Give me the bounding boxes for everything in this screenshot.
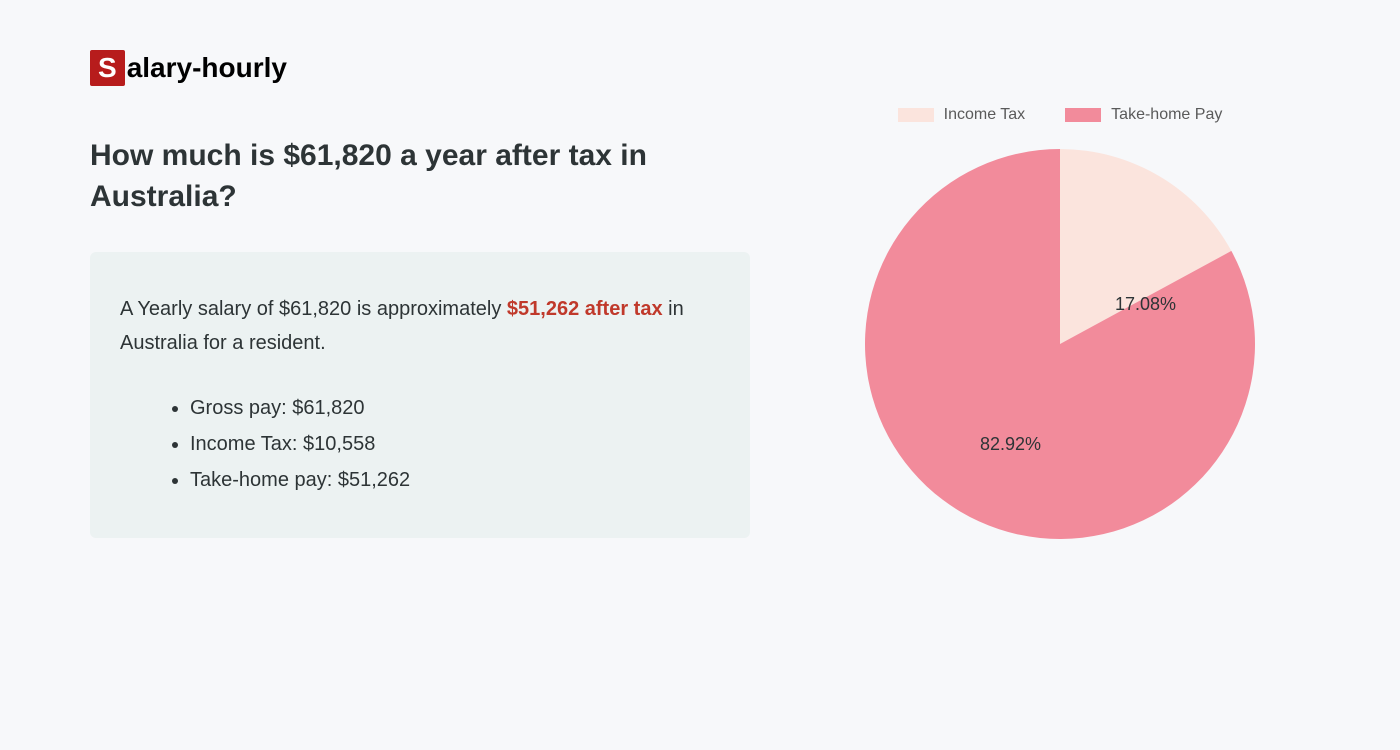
chart-legend: Income Tax Take-home Pay <box>898 106 1223 124</box>
legend-label-tax: Income Tax <box>944 106 1026 124</box>
logo: Salary-hourly <box>90 50 1310 86</box>
bullet-gross: Gross pay: $61,820 <box>190 390 720 426</box>
bullet-list: Gross pay: $61,820 Income Tax: $10,558 T… <box>120 390 720 498</box>
legend-label-takehome: Take-home Pay <box>1111 106 1222 124</box>
pie-svg <box>860 144 1260 544</box>
left-panel: How much is $61,820 a year after tax in … <box>90 136 750 544</box>
info-box: A Yearly salary of $61,820 is approximat… <box>90 252 750 538</box>
legend-swatch-tax <box>898 108 934 122</box>
legend-item-tax: Income Tax <box>898 106 1026 124</box>
info-text: A Yearly salary of $61,820 is approximat… <box>120 292 720 360</box>
bullet-takehome: Take-home pay: $51,262 <box>190 462 720 498</box>
pie-chart: 17.08% 82.92% <box>860 144 1260 544</box>
right-panel: Income Tax Take-home Pay 17.08% 82.92% <box>810 106 1310 544</box>
info-prefix: A Yearly salary of $61,820 is approximat… <box>120 298 507 320</box>
info-highlight: $51,262 after tax <box>507 298 663 320</box>
logo-s-badge: S <box>90 50 125 86</box>
bullet-tax: Income Tax: $10,558 <box>190 426 720 462</box>
page-title: How much is $61,820 a year after tax in … <box>90 136 750 217</box>
legend-item-takehome: Take-home Pay <box>1065 106 1222 124</box>
logo-text: alary-hourly <box>127 52 287 84</box>
main-container: How much is $61,820 a year after tax in … <box>90 136 1310 544</box>
slice-label-tax: 17.08% <box>1115 294 1176 315</box>
legend-swatch-takehome <box>1065 108 1101 122</box>
slice-label-takehome: 82.92% <box>980 434 1041 455</box>
